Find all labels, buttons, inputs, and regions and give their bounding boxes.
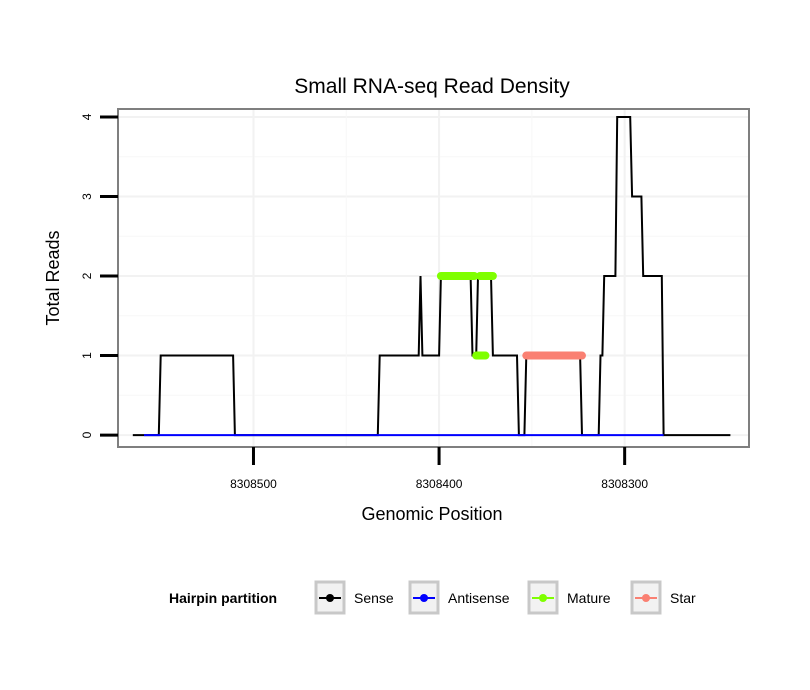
- legend-item-antisense: Antisense: [408, 580, 510, 615]
- x-tick-label: 8308400: [416, 477, 463, 491]
- y-tick-label: 2: [80, 272, 94, 279]
- y-tick-label: 1: [80, 352, 94, 359]
- series-layer: [132, 116, 731, 437]
- plot-border: [117, 108, 750, 448]
- legend-item-mature: Mature: [527, 580, 611, 615]
- legend-key-box: [408, 580, 440, 615]
- y-tick-label: 3: [80, 193, 94, 200]
- chart-title: Small RNA-seq Read Density: [294, 75, 570, 98]
- legend-label: Mature: [567, 590, 611, 606]
- legend-key-dot: [326, 594, 334, 602]
- legend-item-star: Star: [630, 580, 696, 615]
- legend-key-dot: [642, 594, 650, 602]
- legend-key-dot: [420, 594, 428, 602]
- x-tick-label: 8308300: [601, 477, 648, 491]
- sense-series-line: [132, 116, 731, 437]
- y-tick-label: 4: [80, 113, 94, 120]
- grid-layer: [118, 109, 749, 447]
- y-tick-label: 0: [80, 431, 94, 438]
- legend-title: Hairpin partition: [169, 590, 277, 606]
- y-axis-label: Total Reads: [43, 230, 63, 325]
- legend-key-dot: [539, 594, 547, 602]
- x-tick-label: 8308500: [230, 477, 277, 491]
- legend-item-sense: Sense: [314, 580, 394, 615]
- axis-layer: 0 1 2 3 4 8308500 8308400 8308300: [80, 113, 648, 491]
- legend-label: Sense: [354, 590, 394, 606]
- legend: Hairpin partition Sense Antisense Mature St…: [169, 580, 696, 615]
- legend-label: Antisense: [448, 590, 510, 606]
- legend-label: Star: [670, 590, 696, 606]
- x-axis-label: Genomic Position: [361, 504, 502, 524]
